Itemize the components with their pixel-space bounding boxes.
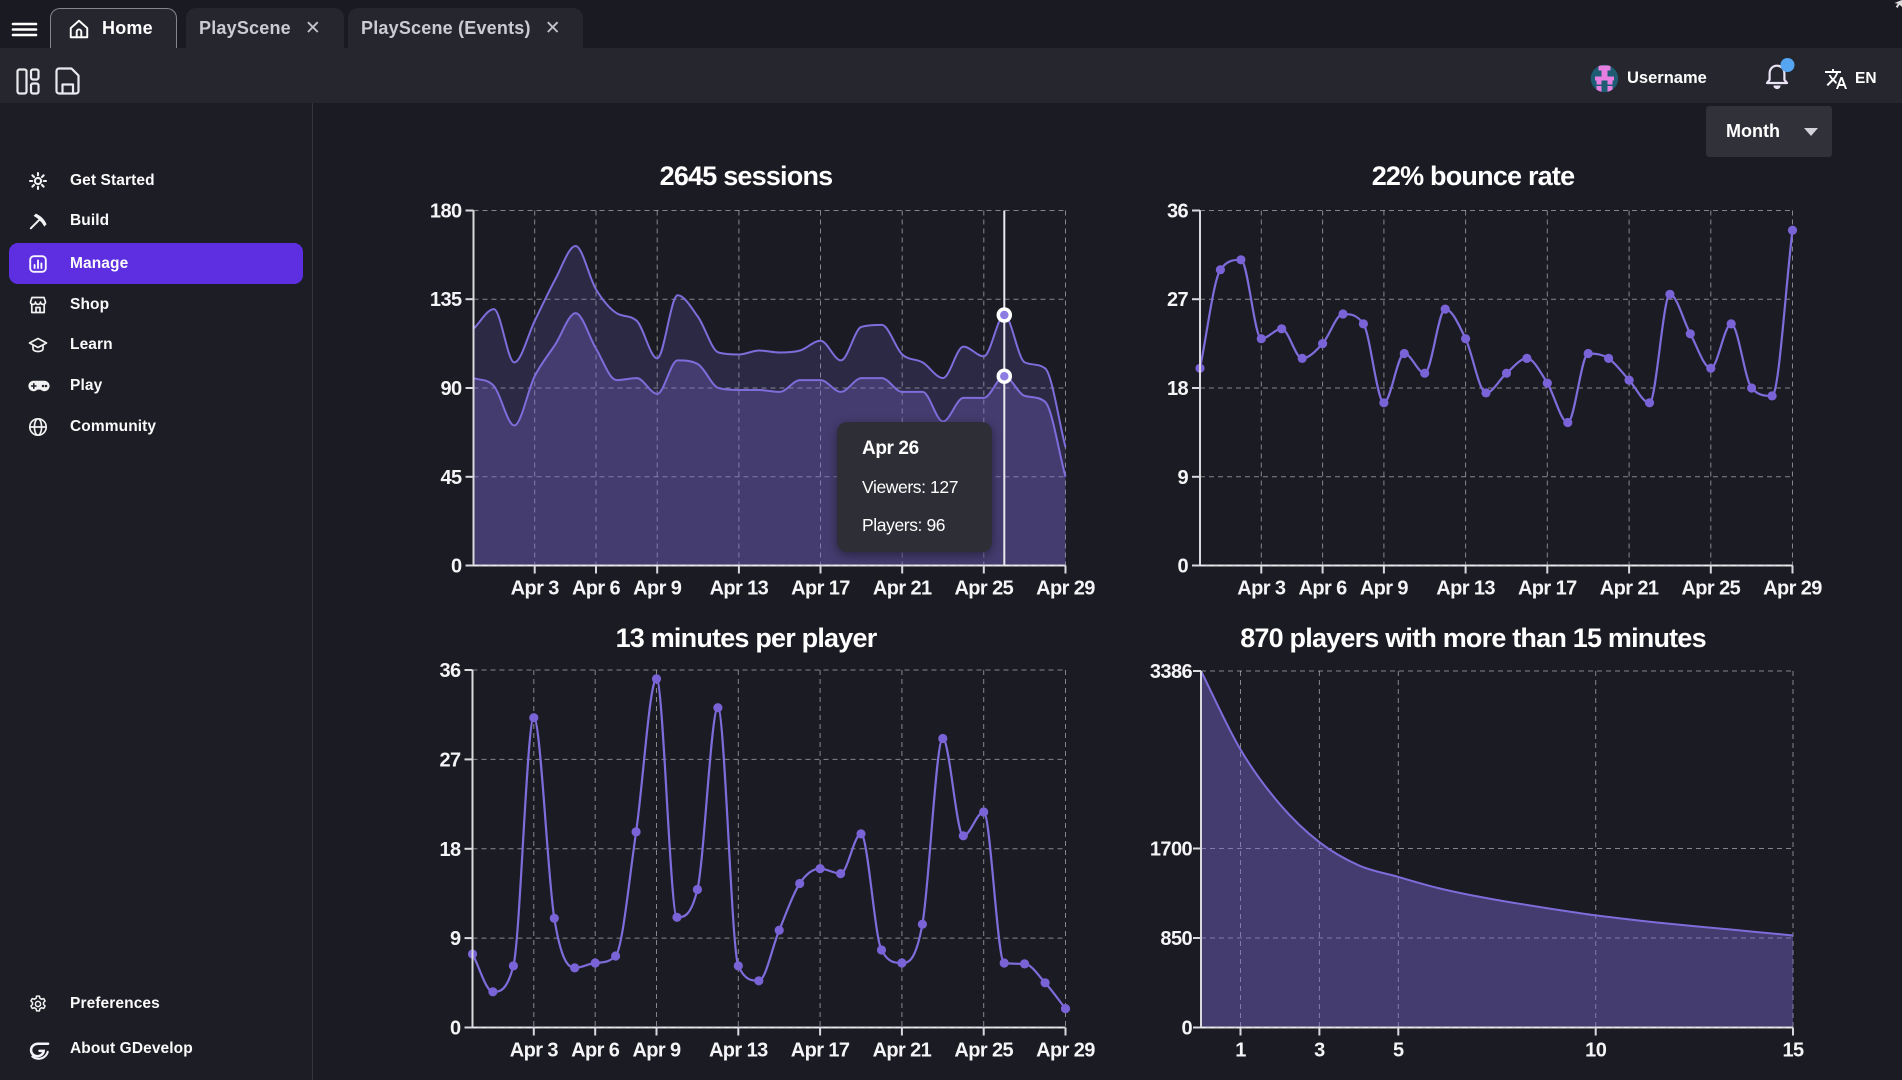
svg-text:Apr 13: Apr 13	[1436, 578, 1495, 600]
svg-text:Apr 9: Apr 9	[632, 1040, 681, 1062]
svg-text:Apr 6: Apr 6	[571, 1040, 620, 1062]
svg-text:Apr 29: Apr 29	[1036, 578, 1095, 600]
svg-text:1: 1	[1235, 1040, 1246, 1062]
svg-text:Apr 25: Apr 25	[1681, 578, 1740, 600]
svg-text:Apr 21: Apr 21	[873, 1040, 932, 1062]
svg-text:1700: 1700	[1150, 839, 1193, 861]
svg-text:Apr 9: Apr 9	[1360, 578, 1409, 600]
svg-text:Apr 17: Apr 17	[1518, 578, 1577, 600]
svg-text:5: 5	[1393, 1040, 1404, 1062]
svg-text:Apr 13: Apr 13	[710, 578, 769, 600]
svg-text:36: 36	[1167, 201, 1189, 223]
svg-text:Apr 25: Apr 25	[954, 1040, 1013, 1062]
svg-text:22% bounce rate: 22% bounce rate	[1372, 161, 1575, 191]
svg-text:850: 850	[1160, 928, 1192, 950]
svg-text:Apr 21: Apr 21	[873, 578, 932, 600]
svg-text:Apr 6: Apr 6	[1299, 578, 1348, 600]
svg-text:0: 0	[451, 556, 462, 578]
svg-text:0: 0	[450, 1018, 461, 1040]
svg-text:3: 3	[1314, 1040, 1325, 1062]
svg-text:90: 90	[440, 378, 462, 400]
svg-text:870 players with more than 15: 870 players with more than 15 minutes	[1240, 623, 1706, 653]
svg-text:Apr 21: Apr 21	[1600, 578, 1659, 600]
svg-text:3386: 3386	[1150, 661, 1193, 683]
svg-text:10: 10	[1585, 1040, 1607, 1062]
svg-text:0: 0	[1181, 1018, 1192, 1040]
svg-text:0: 0	[1177, 556, 1188, 578]
svg-text:27: 27	[1167, 289, 1189, 311]
svg-text:Apr 25: Apr 25	[954, 578, 1013, 600]
svg-text:Apr 3: Apr 3	[511, 578, 560, 600]
svg-text:Apr 3: Apr 3	[1237, 578, 1286, 600]
svg-text:9: 9	[450, 928, 461, 950]
svg-text:36: 36	[439, 660, 461, 682]
svg-text:135: 135	[430, 289, 462, 311]
svg-text:13 minutes per player: 13 minutes per player	[616, 623, 878, 653]
svg-text:2645 sessions: 2645 sessions	[660, 161, 833, 191]
svg-text:Apr 29: Apr 29	[1036, 1040, 1095, 1062]
svg-text:Apr 29: Apr 29	[1763, 578, 1822, 600]
svg-text:18: 18	[439, 839, 461, 861]
svg-text:Apr 17: Apr 17	[791, 578, 850, 600]
svg-text:18: 18	[1167, 378, 1189, 400]
svg-text:27: 27	[439, 749, 461, 771]
svg-text:15: 15	[1782, 1040, 1804, 1062]
svg-text:Apr 6: Apr 6	[572, 578, 621, 600]
svg-text:Apr 9: Apr 9	[633, 578, 682, 600]
svg-text:45: 45	[440, 467, 462, 489]
svg-text:Apr 13: Apr 13	[709, 1040, 768, 1062]
svg-text:9: 9	[1177, 467, 1188, 489]
svg-text:Apr 17: Apr 17	[791, 1040, 850, 1062]
svg-text:Apr 3: Apr 3	[510, 1040, 559, 1062]
svg-text:180: 180	[430, 201, 462, 223]
